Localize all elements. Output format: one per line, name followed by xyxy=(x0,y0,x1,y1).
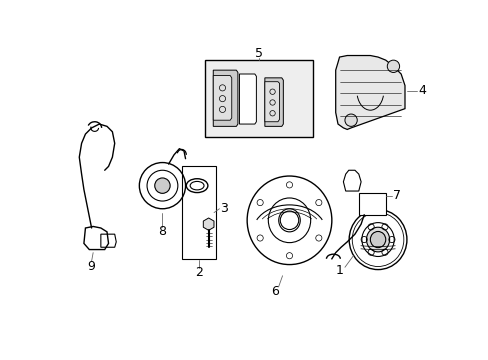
Circle shape xyxy=(386,60,399,72)
Ellipse shape xyxy=(366,227,389,252)
Text: 6: 6 xyxy=(270,285,278,298)
Text: 1: 1 xyxy=(335,264,343,277)
Bar xyxy=(358,193,385,215)
Bar xyxy=(182,166,216,259)
Text: 4: 4 xyxy=(418,85,426,98)
Polygon shape xyxy=(264,78,283,126)
Polygon shape xyxy=(213,76,231,120)
Text: 3: 3 xyxy=(220,202,227,215)
Circle shape xyxy=(344,114,357,126)
Polygon shape xyxy=(239,74,256,124)
Ellipse shape xyxy=(369,231,385,248)
Text: 7: 7 xyxy=(392,189,401,202)
Text: 8: 8 xyxy=(158,225,166,238)
Bar xyxy=(204,60,312,137)
Text: 2: 2 xyxy=(195,266,203,279)
Polygon shape xyxy=(203,218,214,230)
Polygon shape xyxy=(264,82,279,122)
Polygon shape xyxy=(335,55,404,130)
Polygon shape xyxy=(213,70,238,126)
Circle shape xyxy=(154,178,170,193)
Text: 9: 9 xyxy=(87,260,95,273)
Text: 5: 5 xyxy=(255,48,263,60)
